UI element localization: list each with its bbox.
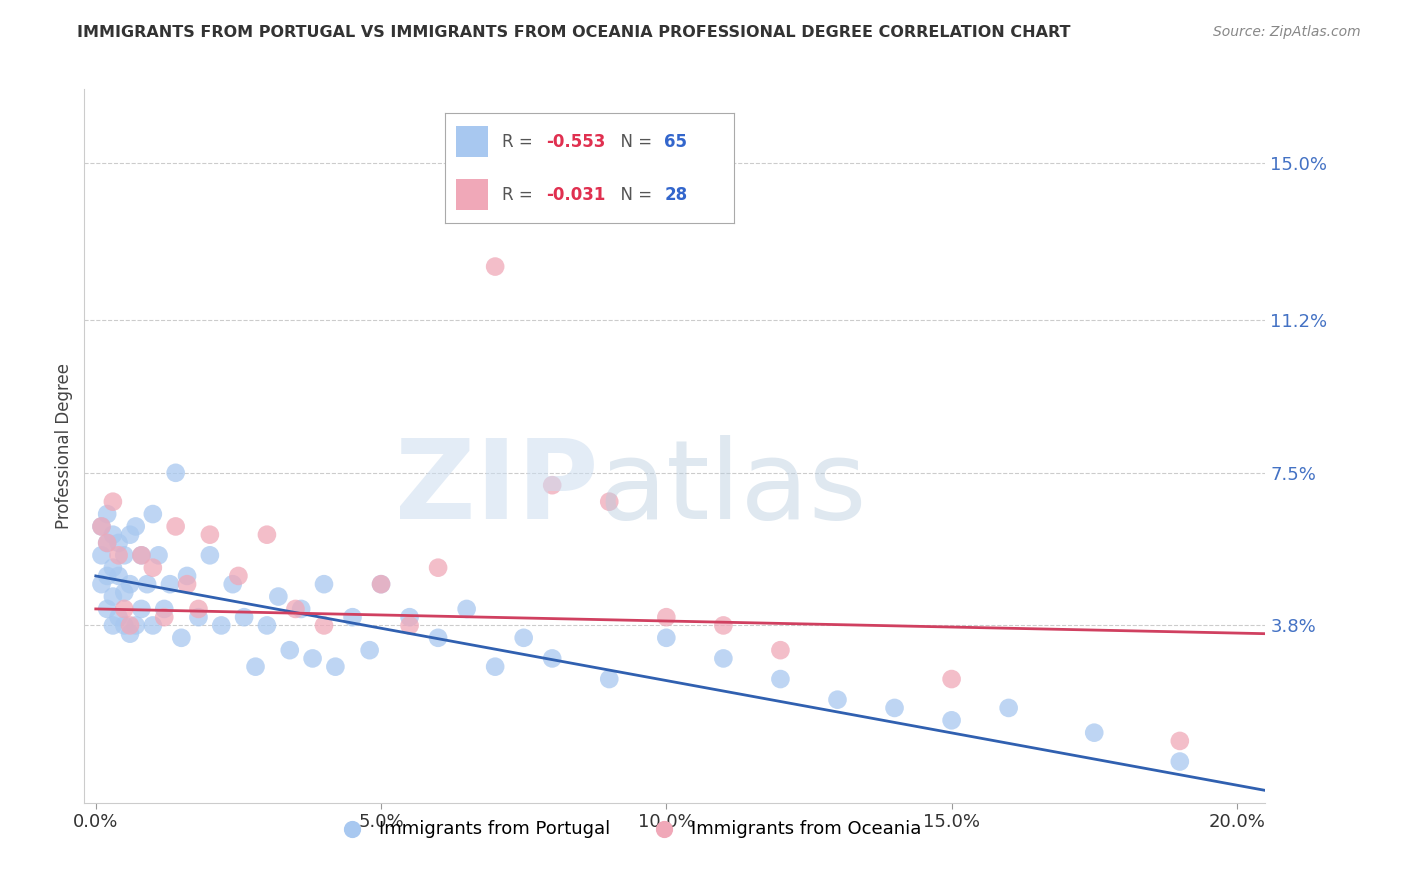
Point <box>301 651 323 665</box>
Point <box>312 577 335 591</box>
Point <box>222 577 245 591</box>
Point <box>101 560 124 574</box>
Point <box>541 651 564 665</box>
Point <box>142 507 165 521</box>
Point <box>198 549 221 563</box>
Point <box>170 631 193 645</box>
Point <box>153 602 176 616</box>
Point <box>136 577 159 591</box>
Point <box>398 610 420 624</box>
Point <box>165 519 187 533</box>
Point <box>96 536 118 550</box>
Point <box>484 659 506 673</box>
Point <box>827 692 849 706</box>
Point <box>456 602 478 616</box>
Point <box>159 577 181 591</box>
Point <box>598 672 620 686</box>
Y-axis label: Professional Degree: Professional Degree <box>55 363 73 529</box>
Point <box>655 631 678 645</box>
Point <box>284 602 307 616</box>
Legend: Immigrants from Portugal, Immigrants from Oceania: Immigrants from Portugal, Immigrants fro… <box>326 813 929 845</box>
Text: ZIP: ZIP <box>395 435 598 542</box>
Point <box>112 618 135 632</box>
Point <box>90 519 112 533</box>
Point <box>101 527 124 541</box>
Point <box>90 549 112 563</box>
Point <box>131 549 153 563</box>
Point <box>427 560 450 574</box>
Point <box>112 602 135 616</box>
Point <box>256 527 278 541</box>
Point <box>598 494 620 508</box>
Point <box>312 618 335 632</box>
Point <box>125 519 148 533</box>
Point <box>142 560 165 574</box>
Point <box>165 466 187 480</box>
Point <box>370 577 392 591</box>
Point <box>90 519 112 533</box>
Point <box>153 610 176 624</box>
Point <box>997 701 1019 715</box>
Point <box>101 618 124 632</box>
Point <box>198 527 221 541</box>
Text: Source: ZipAtlas.com: Source: ZipAtlas.com <box>1213 25 1361 39</box>
Point <box>107 610 129 624</box>
Point <box>278 643 301 657</box>
Point <box>941 714 963 728</box>
Point <box>118 527 141 541</box>
Point <box>290 602 312 616</box>
Text: IMMIGRANTS FROM PORTUGAL VS IMMIGRANTS FROM OCEANIA PROFESSIONAL DEGREE CORRELAT: IMMIGRANTS FROM PORTUGAL VS IMMIGRANTS F… <box>77 25 1071 40</box>
Point <box>96 507 118 521</box>
Point <box>118 618 141 632</box>
Point <box>176 577 198 591</box>
Point <box>941 672 963 686</box>
Point <box>484 260 506 274</box>
Point <box>96 602 118 616</box>
Point <box>541 478 564 492</box>
Point <box>90 577 112 591</box>
Point <box>148 549 170 563</box>
Point <box>427 631 450 645</box>
Point <box>96 536 118 550</box>
Point <box>209 618 232 632</box>
Point <box>228 569 250 583</box>
Point <box>398 618 420 632</box>
Point <box>142 618 165 632</box>
Point <box>769 643 792 657</box>
Point <box>131 549 153 563</box>
Point <box>118 626 141 640</box>
Point <box>131 602 153 616</box>
Point <box>359 643 381 657</box>
Point <box>107 569 129 583</box>
Point <box>1083 725 1105 739</box>
Point <box>325 659 347 673</box>
Point <box>512 631 534 645</box>
Point <box>256 618 278 632</box>
Point <box>187 610 209 624</box>
Point <box>342 610 364 624</box>
Point <box>1168 734 1191 748</box>
Point <box>233 610 256 624</box>
Text: atlas: atlas <box>598 435 866 542</box>
Point <box>107 536 129 550</box>
Point <box>245 659 267 673</box>
Point <box>267 590 290 604</box>
Point <box>370 577 392 591</box>
Point <box>655 610 678 624</box>
Point <box>107 549 129 563</box>
Point <box>176 569 198 583</box>
Point <box>883 701 905 715</box>
Point <box>112 585 135 599</box>
Point <box>112 549 135 563</box>
Point <box>118 577 141 591</box>
Point <box>187 602 209 616</box>
Point <box>711 618 734 632</box>
Point <box>711 651 734 665</box>
Point <box>96 569 118 583</box>
Point <box>101 494 124 508</box>
Point <box>1168 755 1191 769</box>
Point <box>101 590 124 604</box>
Point <box>125 618 148 632</box>
Point <box>769 672 792 686</box>
